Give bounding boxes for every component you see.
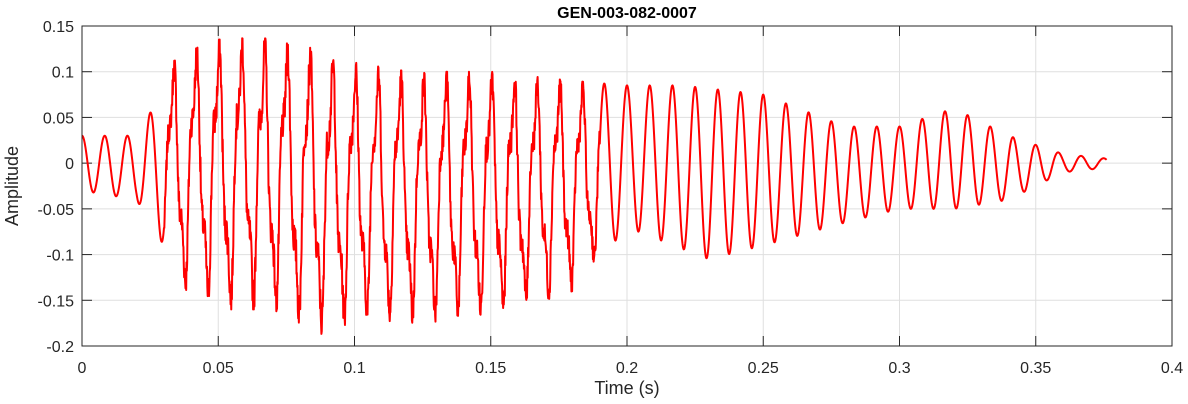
- y-axis-label: Amplitude: [2, 146, 22, 226]
- x-tick-label: 0.35: [1020, 360, 1051, 377]
- x-tick-label: 0.25: [748, 360, 779, 377]
- plot-frame: [81, 25, 1173, 347]
- x-tick-label: 0.05: [203, 360, 234, 377]
- x-axis-label: Time (s): [594, 378, 659, 398]
- series-line: [81, 37, 1108, 335]
- y-tick-label: -0.15: [38, 293, 75, 310]
- chart-title: GEN-003-082-0007: [557, 5, 697, 22]
- y-tick-label: -0.2: [46, 339, 74, 356]
- y-tick-label: 0.05: [43, 110, 74, 127]
- y-tick-label: 0.1: [52, 65, 74, 82]
- y-tick-labels: 0.15 0.1 0.05 0 -0.05 -0.1 -0.15 -0.2: [38, 19, 75, 356]
- x-tick-label: 0.4: [1161, 360, 1183, 377]
- x-tick-label: 0.3: [888, 360, 910, 377]
- y-tick-label: -0.1: [46, 248, 74, 265]
- x-tick-label: 0.2: [616, 360, 638, 377]
- x-tick-label: 0: [78, 360, 87, 377]
- y-tick-label: -0.05: [38, 202, 75, 219]
- x-tick-labels: 0 0.05 0.1 0.15 0.2 0.25 0.3 0.35 0.4: [78, 360, 1184, 377]
- y-tick-label: 0.15: [43, 19, 74, 36]
- x-tick-label: 0.15: [475, 360, 506, 377]
- x-tick-label: 0.1: [343, 360, 365, 377]
- y-tick-label: 0: [65, 156, 74, 173]
